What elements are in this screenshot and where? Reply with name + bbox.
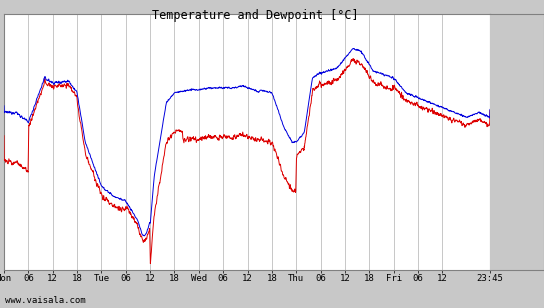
Text: www.vaisala.com: www.vaisala.com (5, 296, 86, 305)
Text: Temperature and Dewpoint [°C]: Temperature and Dewpoint [°C] (152, 9, 359, 22)
